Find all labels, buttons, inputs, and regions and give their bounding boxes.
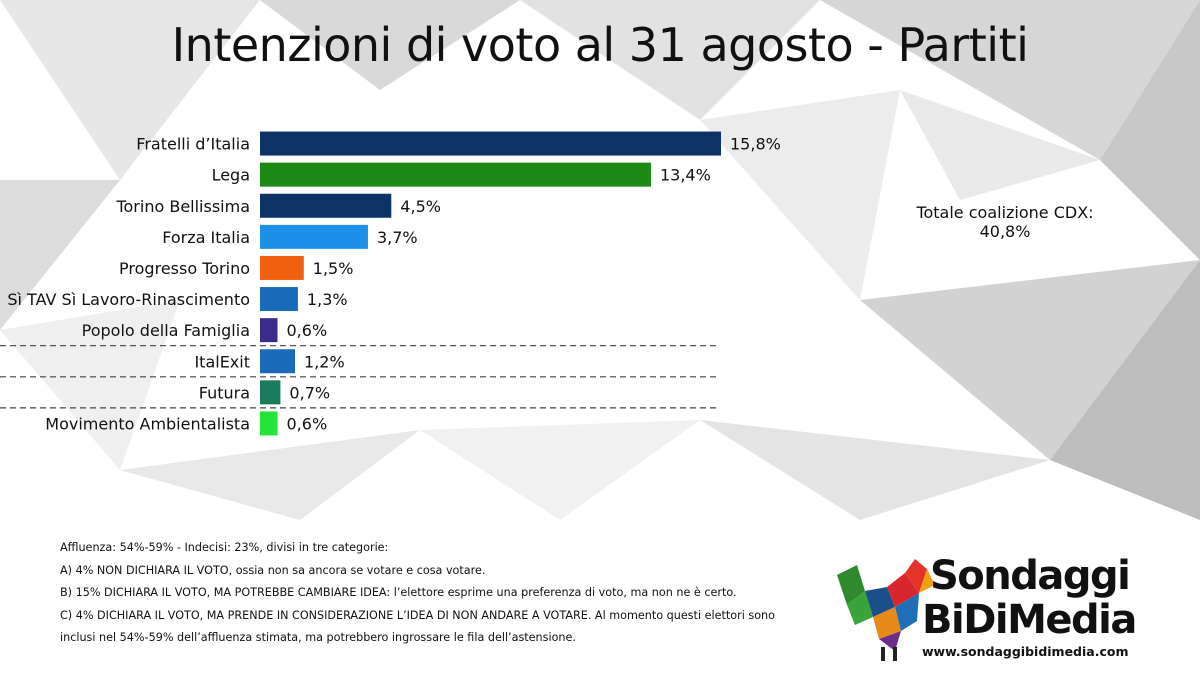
value-label: 1,5% — [313, 259, 354, 278]
category-label: ItalExit — [194, 352, 250, 371]
category-label: Fratelli d’Italia — [136, 135, 250, 154]
value-label: 0,7% — [289, 383, 330, 402]
bar — [260, 318, 278, 343]
category-label: Torino Bellissima — [115, 197, 250, 216]
brand-url[interactable]: www.sondaggibidimedia.com — [922, 644, 1129, 659]
rooster-logo-icon — [837, 559, 935, 661]
coalition-total-label: Totale coalizione CDX: — [916, 203, 1094, 222]
value-label: 15,8% — [730, 135, 781, 154]
category-label: Futura — [199, 383, 250, 402]
bar — [260, 162, 651, 187]
bar — [260, 255, 304, 280]
bar — [260, 287, 298, 312]
coalition-total: Totale coalizione CDX: 40,8% — [880, 203, 1130, 241]
coalition-total-value: 40,8% — [979, 222, 1031, 241]
category-label: Movimento Ambientalista — [45, 414, 250, 433]
value-label: 4,5% — [400, 197, 441, 216]
value-label: 1,3% — [307, 290, 348, 309]
note-c: C) 4% DICHIARA IL VOTO, MA PRENDE IN CON… — [60, 608, 775, 645]
category-label: Progresso Torino — [119, 259, 250, 278]
bar — [260, 380, 281, 405]
category-label: Sì TAV Sì Lavoro-Rinascimento — [7, 290, 250, 309]
page-title: Intenzioni di voto al 31 agosto - Partit… — [171, 18, 1029, 72]
value-label: 0,6% — [287, 414, 328, 433]
notes-header: Affluenza: 54%-59% - Indecisi: 23%, divi… — [60, 541, 389, 554]
note-b: B) 15% DICHIARA IL VOTO, MA POTREBBE CAM… — [60, 586, 737, 599]
category-label: Lega — [212, 166, 250, 185]
note-a: A) 4% NON DICHIARA IL VOTO, ossia non sa… — [60, 563, 486, 577]
category-label: Forza Italia — [162, 228, 250, 247]
value-label: 0,6% — [287, 321, 328, 340]
value-label: 3,7% — [377, 228, 418, 247]
notes-block: Affluenza: 54%-59% - Indecisi: 23%, divi… — [60, 537, 790, 650]
brand-name-line2: BiDiMedia — [922, 597, 1137, 643]
bar — [260, 224, 368, 249]
bar — [260, 193, 392, 218]
bar-chart: Fratelli d’Italia 15,8% Lega 13,4% Torino Be… — [0, 131, 781, 436]
value-label: 1,2% — [304, 352, 345, 371]
bar — [260, 131, 721, 156]
brand-name-line1: Sondaggi — [930, 553, 1131, 599]
bar — [260, 349, 296, 374]
value-label: 13,4% — [660, 166, 711, 185]
bar — [260, 411, 278, 436]
category-label: Popolo della Famiglia — [82, 321, 250, 340]
